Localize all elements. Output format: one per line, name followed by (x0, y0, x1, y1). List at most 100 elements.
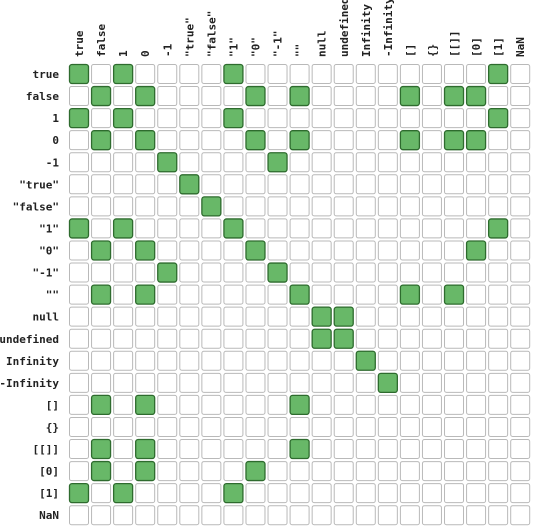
cell-not-equal (91, 64, 112, 84)
cell-not-equal (355, 86, 376, 107)
cell-equal (443, 284, 465, 305)
cell-not-equal (466, 439, 487, 460)
cell-not-equal (421, 306, 442, 327)
cell-not-equal (245, 416, 266, 437)
cell-not-equal (399, 416, 420, 437)
cell-not-equal (267, 174, 288, 195)
cell-not-equal (510, 505, 531, 526)
cell-not-equal (157, 328, 178, 349)
column-labels: true false 1 0 -1 "true" "false" "1" "0" "-1" "" nu… (73, 0, 527, 57)
cell-not-equal (135, 262, 156, 283)
cell-not-equal (333, 130, 354, 151)
column-label: null (316, 31, 329, 58)
cell-not-equal (333, 461, 354, 482)
cell-not-equal (488, 350, 509, 371)
cell-not-equal (466, 218, 487, 239)
cell-not-equal (444, 372, 465, 393)
cell-equal (465, 85, 487, 107)
cell-not-equal (267, 284, 288, 305)
cell-not-equal (201, 350, 222, 371)
cell-not-equal (69, 416, 89, 437)
cell-not-equal (333, 152, 354, 173)
cell-equal (135, 438, 156, 460)
cell-equal (112, 107, 134, 129)
cell-not-equal (201, 64, 222, 84)
cell-not-equal (223, 152, 244, 173)
cell-not-equal (245, 483, 266, 504)
cell-not-equal (223, 174, 244, 195)
cell-not-equal (113, 350, 134, 371)
cell-not-equal (113, 416, 134, 437)
column-label: [[]] (448, 31, 461, 58)
cell-not-equal (69, 196, 89, 217)
cell-not-equal (113, 284, 134, 305)
cell-not-equal (69, 262, 89, 283)
cell-not-equal (466, 483, 487, 504)
cell-not-equal (201, 152, 222, 173)
cell-not-equal (355, 64, 376, 84)
cell-not-equal (289, 218, 310, 239)
cell-equal (311, 328, 332, 349)
cell-not-equal (267, 394, 288, 415)
cell-not-equal (466, 174, 487, 195)
row-label: "1" (39, 222, 59, 235)
cell-not-equal (421, 394, 442, 415)
cell-not-equal (91, 218, 112, 239)
cell-not-equal (69, 174, 89, 195)
cell-not-equal (488, 306, 509, 327)
cell-not-equal (135, 328, 156, 349)
cell-equal (465, 130, 487, 151)
cell-not-equal (399, 262, 420, 283)
cell-equal (443, 85, 465, 107)
cell-not-equal (135, 152, 156, 173)
cell-not-equal (466, 262, 487, 283)
cell-equal (90, 130, 112, 151)
cell-not-equal (333, 394, 354, 415)
row-label: null (33, 311, 60, 324)
cell-not-equal (179, 439, 200, 460)
column-label: true (73, 30, 86, 57)
cell-not-equal (333, 174, 354, 195)
cell-not-equal (157, 394, 178, 415)
cell-not-equal (399, 394, 420, 415)
cell-not-equal (421, 416, 442, 437)
cell-not-equal (113, 328, 134, 349)
cell-equal (112, 482, 134, 504)
cell-not-equal (399, 372, 420, 393)
cell-not-equal (488, 439, 509, 460)
cell-not-equal (91, 505, 112, 526)
cell-not-equal (355, 306, 376, 327)
cell-equal (223, 218, 244, 239)
cell-not-equal (311, 394, 332, 415)
cell-not-equal (377, 284, 398, 305)
cell-not-equal (399, 439, 420, 460)
cell-not-equal (421, 108, 442, 129)
cell-not-equal (267, 328, 288, 349)
cell-not-equal (289, 108, 310, 129)
cell-not-equal (355, 416, 376, 437)
cell-not-equal (377, 439, 398, 460)
cell-not-equal (488, 483, 509, 504)
cell-not-equal (267, 218, 288, 239)
cell-not-equal (421, 483, 442, 504)
cell-not-equal (355, 439, 376, 460)
cell-not-equal (466, 306, 487, 327)
cell-equal (443, 130, 465, 151)
cell-not-equal (113, 461, 134, 482)
cell-not-equal (444, 262, 465, 283)
cell-not-equal (466, 394, 487, 415)
cell-not-equal (421, 130, 442, 151)
cell-not-equal (113, 372, 134, 393)
cell-not-equal (113, 262, 134, 283)
cell-not-equal (377, 108, 398, 129)
cell-not-equal (135, 306, 156, 327)
column-label: "1" (227, 37, 240, 57)
cell-not-equal (488, 196, 509, 217)
cell-not-equal (135, 196, 156, 217)
cell-not-equal (267, 416, 288, 437)
cell-not-equal (157, 416, 178, 437)
cell-not-equal (223, 86, 244, 107)
cell-equal (157, 262, 178, 283)
cell-not-equal (311, 240, 332, 261)
cell-not-equal (135, 64, 156, 84)
